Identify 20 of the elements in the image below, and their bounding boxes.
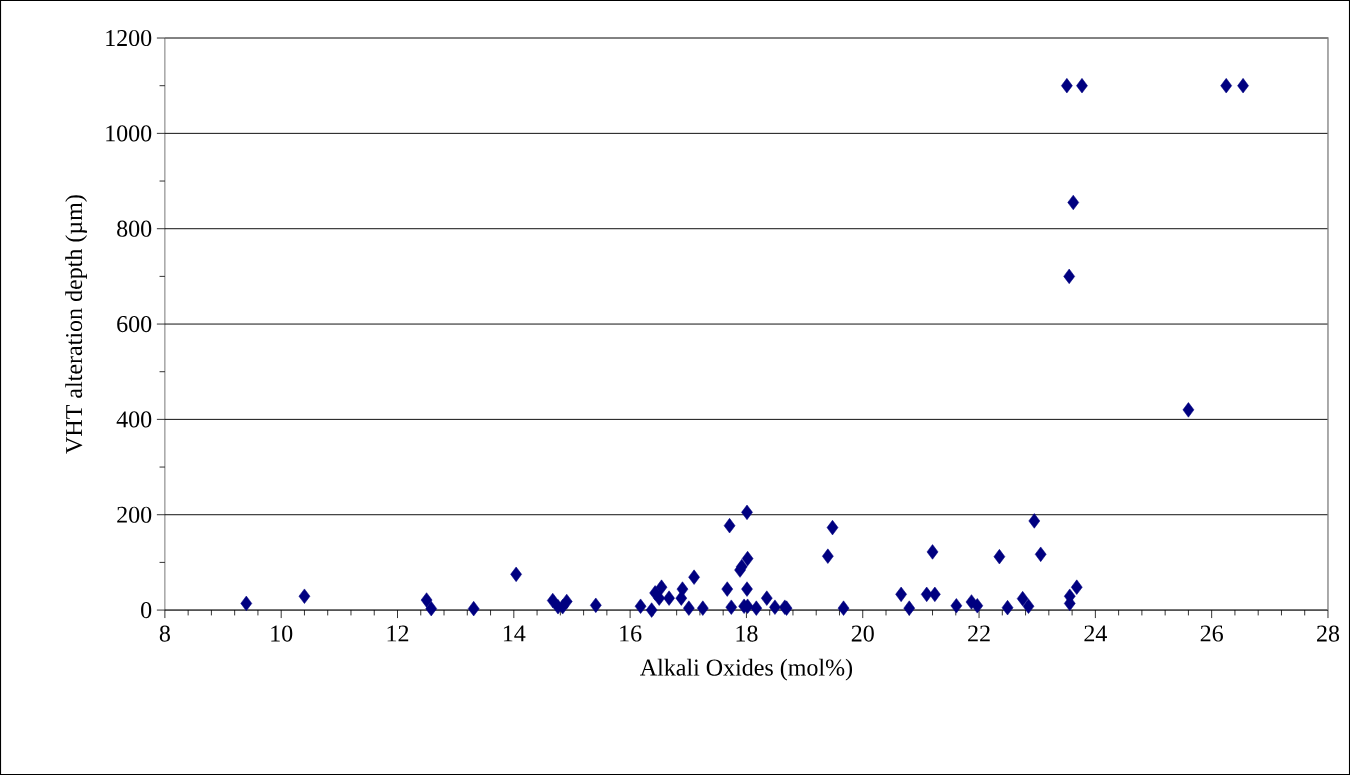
- x-tick-label: 18: [736, 625, 758, 642]
- y-tick-label: 400: [116, 411, 152, 428]
- x-tick-label: 12: [387, 625, 409, 642]
- x-axis-title: Alkali Oxides (mol%): [640, 658, 853, 681]
- y-tick-label: 0: [141, 602, 152, 619]
- x-tick-label: 22: [968, 625, 990, 642]
- x-tick-label: 14: [503, 625, 526, 642]
- x-tick-label: 20: [851, 625, 874, 642]
- y-tick-label: 200: [117, 506, 152, 523]
- y-tick-label: 800: [117, 220, 152, 237]
- y-tick-label: 1000: [106, 125, 152, 142]
- x-tick-label: 10: [271, 625, 293, 642]
- y-tick-label: 600: [117, 315, 152, 333]
- x-tick-label: 28: [1317, 625, 1340, 642]
- x-tick-label: 26: [1200, 625, 1223, 642]
- x-tick-label: 8: [159, 625, 170, 642]
- y-axis-title: VHT alteration depth (µm): [65, 195, 87, 454]
- x-tick-label: 24: [1084, 625, 1107, 642]
- y-tick-label: 1200: [106, 29, 152, 47]
- x-tick-label: 16: [620, 625, 642, 642]
